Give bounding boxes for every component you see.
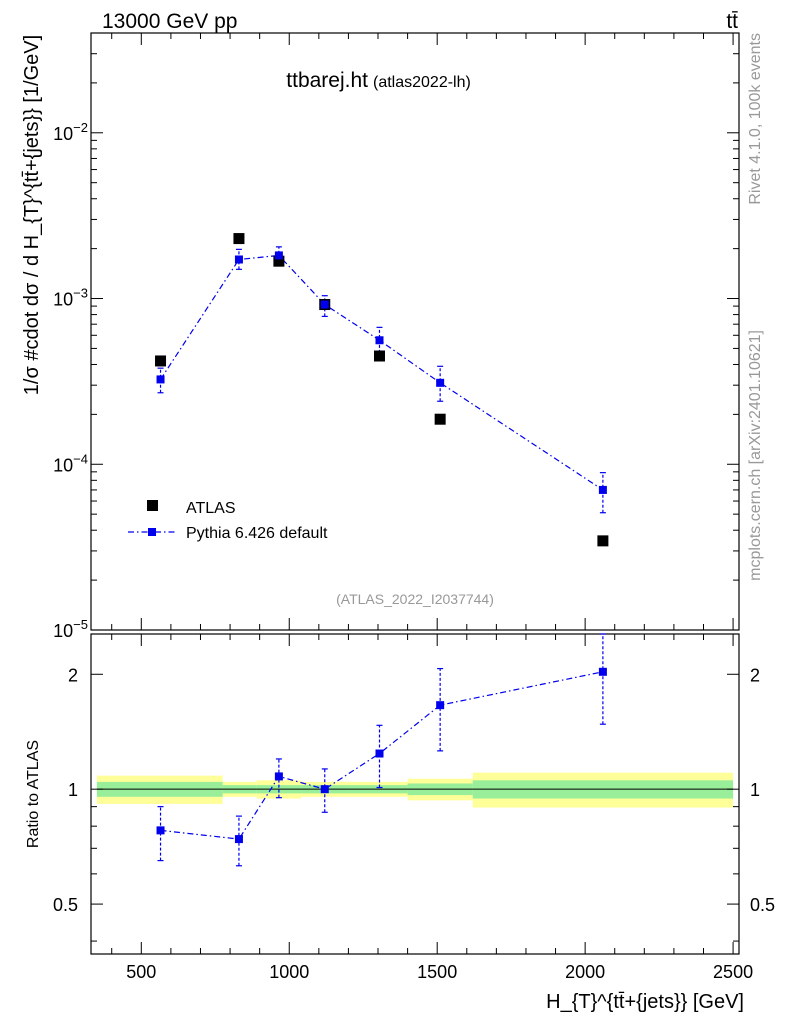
ratio-y-tick-label: 1 <box>68 780 78 800</box>
pythia-data-point <box>274 251 283 260</box>
x-tick-label: 2500 <box>713 962 753 982</box>
x-tick-labels: 500 1000 1500 2000 2500 <box>126 962 753 982</box>
atlas-data-point <box>233 233 245 245</box>
pythia-data-point <box>320 300 329 309</box>
legend-label-atlas: ATLAS <box>186 500 236 517</box>
main-plot-frame <box>90 32 740 631</box>
ratio-y-axis-label: Ratio to ATLAS <box>25 740 42 848</box>
y-tick-label: 10−2 <box>53 120 88 144</box>
atlas-data-point <box>434 413 446 425</box>
ratio-point <box>598 667 607 676</box>
y-tick-label: 10−3 <box>53 286 88 310</box>
ratio-series <box>156 633 607 867</box>
ratio-plot-panel: 0.5 0.5 1 1 2 2 500 1000 1500 2000 2500 Ratio to … <box>25 633 775 1013</box>
ratio-point <box>274 772 283 781</box>
process-label: tt̄ <box>726 10 738 33</box>
ratio-uncertainty-bands <box>96 772 734 808</box>
atlas-data-point <box>273 255 285 267</box>
main-axis-ticks <box>91 32 739 631</box>
ratio-plot-frame <box>90 633 740 955</box>
x-axis-label: H_{T}^{tt̄+{jets}} [GeV] <box>546 991 744 1013</box>
pythia-line <box>160 254 604 491</box>
x-tick-label: 1500 <box>417 962 457 982</box>
ratio-y-tick-label: 2 <box>68 665 78 685</box>
legend: ATLAS Pythia 6.426 default <box>128 500 328 542</box>
ratio-point <box>375 749 384 758</box>
ratio-point <box>234 835 243 844</box>
atlas-data-point <box>373 350 385 362</box>
pythia-data-point <box>375 336 384 345</box>
y-tick-label: 10−5 <box>53 617 88 641</box>
ratio-y-tick-label-right: 0.5 <box>750 895 775 915</box>
plot-subtitle: (atlas2022-lh) <box>373 74 471 91</box>
rivet-version-label: Rivet 4.1.0, 100k events <box>747 33 764 205</box>
main-plot-panel: ttbarej.ht (atlas2022-lh) (ATLAS_2022_I2… <box>21 32 740 641</box>
analysis-watermark: (ATLAS_2022_I2037744) <box>336 591 494 607</box>
legend-marker-atlas <box>147 500 158 511</box>
energy-label: 13000 GeV pp <box>102 10 237 33</box>
atlas-data-point <box>155 355 167 367</box>
ratio-point <box>436 701 445 710</box>
pythia-data-point <box>598 485 607 494</box>
ratio-y-tick-label: 0.5 <box>53 895 78 915</box>
mcplots-label: mcplots.cern.ch [arXiv:2401.10621] <box>747 330 764 581</box>
ratio-point <box>156 826 165 835</box>
y-tick-label: 10−4 <box>53 451 88 475</box>
legend-marker-pythia <box>148 528 156 536</box>
atlas-data-point <box>597 535 609 547</box>
ratio-axis-ticks <box>91 634 739 954</box>
ratio-y-tick-label-right: 1 <box>750 780 760 800</box>
pythia-data-point <box>234 255 243 264</box>
ratio-point <box>320 785 329 794</box>
x-tick-label: 1000 <box>269 962 309 982</box>
pythia-data-point <box>436 378 445 387</box>
plot-title: ttbarej.ht <box>286 69 368 92</box>
main-y-axis-label: 1/σ #cdot dσ / d H_{T}^{tt̄+{jets}} [1/G… <box>21 35 43 395</box>
ratio-y-tick-label-right: 2 <box>750 665 760 685</box>
x-tick-label: 2000 <box>565 962 605 982</box>
legend-label-pythia: Pythia 6.426 default <box>186 525 328 542</box>
x-tick-label: 500 <box>126 962 156 982</box>
main-series <box>155 233 609 547</box>
ratio-y-tick-labels: 0.5 0.5 1 1 2 2 <box>53 665 775 915</box>
pythia-data-point <box>156 375 165 384</box>
main-y-tick-labels: 10−5 10−4 10−3 10−2 <box>53 120 88 641</box>
